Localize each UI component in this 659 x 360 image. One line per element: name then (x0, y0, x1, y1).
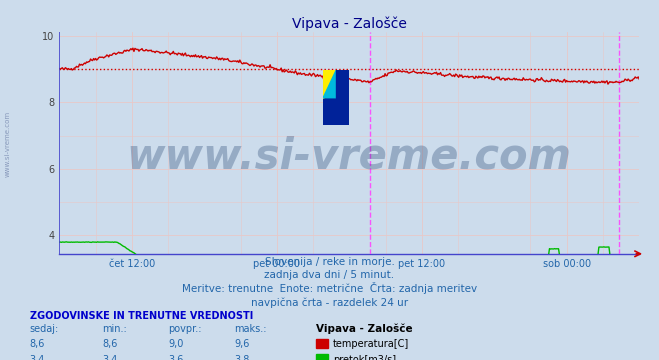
Text: www.si-vreme.com: www.si-vreme.com (127, 135, 572, 177)
Text: 3,8: 3,8 (234, 355, 249, 360)
Text: Slovenija / reke in morje.: Slovenija / reke in morje. (264, 257, 395, 267)
Text: 3,4: 3,4 (102, 355, 117, 360)
Text: Meritve: trenutne  Enote: metrične  Črta: zadnja meritev: Meritve: trenutne Enote: metrične Črta: … (182, 282, 477, 294)
Text: sedaj:: sedaj: (30, 324, 59, 334)
Text: ZGODOVINSKE IN TRENUTNE VREDNOSTI: ZGODOVINSKE IN TRENUTNE VREDNOSTI (30, 311, 253, 321)
Text: Vipava - Zalošče: Vipava - Zalošče (316, 324, 413, 334)
Text: zadnja dva dni / 5 minut.: zadnja dva dni / 5 minut. (264, 270, 395, 280)
Text: 9,6: 9,6 (234, 339, 249, 350)
Text: 8,6: 8,6 (102, 339, 117, 350)
Title: Vipava - Zalošče: Vipava - Zalošče (292, 17, 407, 31)
Text: temperatura[C]: temperatura[C] (333, 339, 409, 350)
Text: 3,6: 3,6 (168, 355, 183, 360)
Text: min.:: min.: (102, 324, 127, 334)
Text: maks.:: maks.: (234, 324, 266, 334)
Text: www.si-vreme.com: www.si-vreme.com (5, 111, 11, 177)
Text: 3,4: 3,4 (30, 355, 45, 360)
Text: navpična črta - razdelek 24 ur: navpična črta - razdelek 24 ur (251, 297, 408, 308)
Text: povpr.:: povpr.: (168, 324, 202, 334)
Text: 8,6: 8,6 (30, 339, 45, 350)
Text: pretok[m3/s]: pretok[m3/s] (333, 355, 396, 360)
Text: 9,0: 9,0 (168, 339, 183, 350)
